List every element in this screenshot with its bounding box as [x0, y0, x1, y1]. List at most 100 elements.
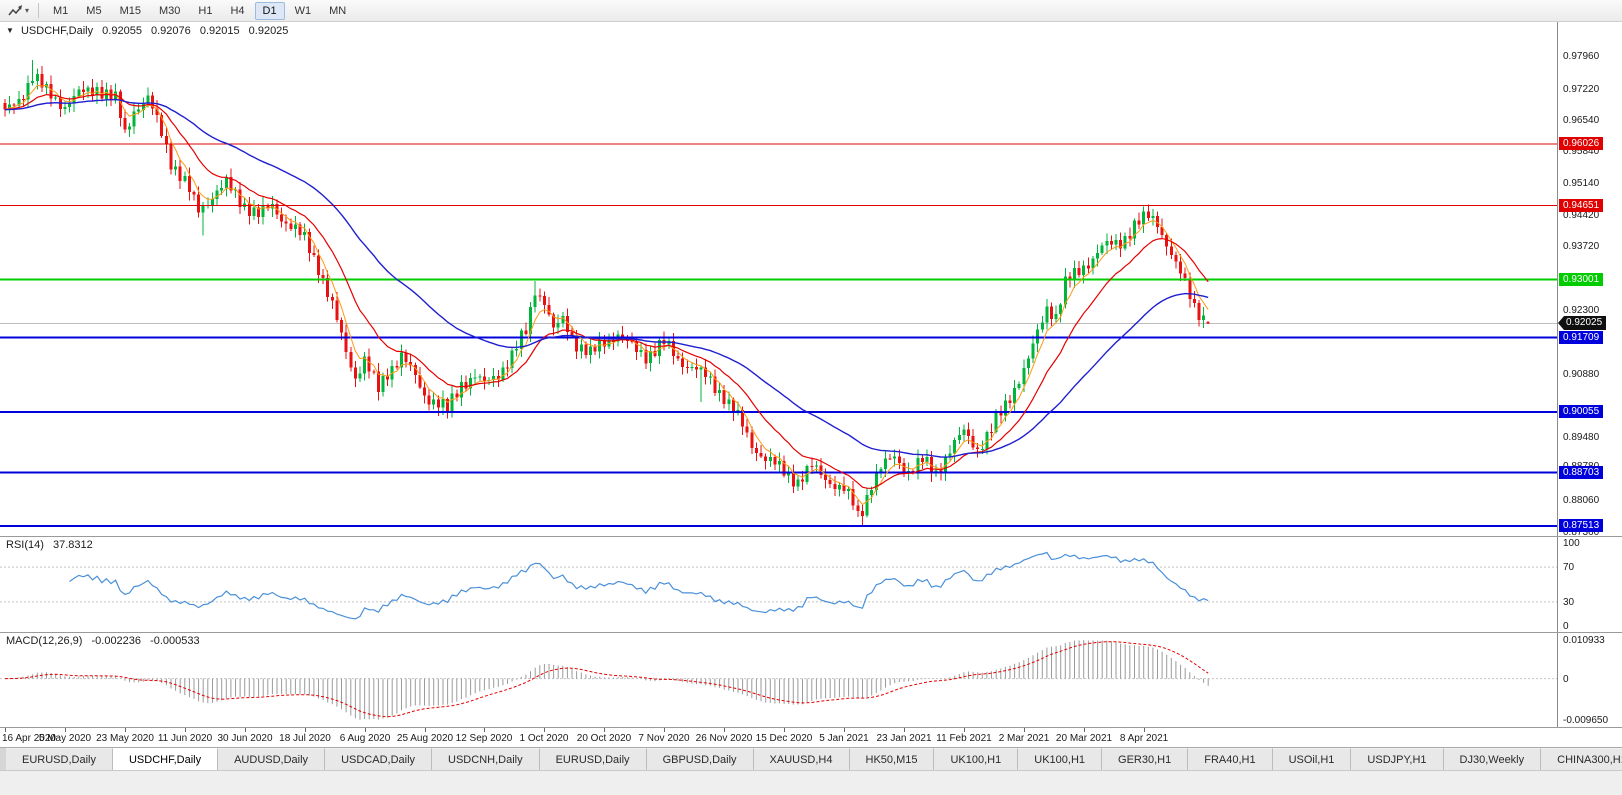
level-price-label: 0.87513 — [1559, 519, 1604, 532]
time-axis-tick — [65, 728, 66, 732]
macd-panel[interactable]: MACD(12,26,9) -0.002236 -0.000533 — [0, 633, 1557, 727]
time-axis-tick — [365, 728, 366, 732]
symbol-marker-icon: ▼ — [6, 26, 14, 35]
panel-divider — [0, 727, 1622, 728]
chart-tab-14[interactable]: USDJPY,H1 — [1351, 748, 1444, 770]
ohlc-info: ▼ USDCHF,Daily 0.92055 0.92076 0.92015 0… — [6, 25, 294, 37]
rsi-axis-label: 70 — [1563, 562, 1575, 573]
rsi-axis-label: 30 — [1563, 597, 1575, 608]
chart-tab-1[interactable]: USDCHF,Daily — [112, 748, 219, 770]
macd-axis-label: -0.009650 — [1563, 715, 1609, 726]
time-axis-label: 11 Jun 2020 — [157, 733, 213, 744]
timeframe-button-M5[interactable]: M5 — [86, 4, 102, 17]
price-axis-tick: 0.92300 — [1563, 305, 1600, 316]
timeframe-button-H1[interactable]: H1 — [198, 4, 213, 17]
time-axis-tick — [784, 728, 785, 732]
time-axis-label: 23 May 2020 — [96, 733, 154, 744]
time-axis-label: 20 Oct 2020 — [576, 733, 632, 744]
rsi-axis-label: 100 — [1563, 538, 1580, 549]
rsi-value: 37.8312 — [52, 539, 93, 551]
time-axis-tick — [1084, 728, 1085, 732]
price-axis-tick: 0.97960 — [1563, 51, 1600, 62]
rsi-plot — [0, 551, 1557, 620]
time-axis-label: 20 Mar 2021 — [1055, 733, 1113, 744]
time-axis-tick — [904, 728, 905, 732]
ohlc-close: 0.92025 — [248, 25, 289, 37]
ohlc-symbol: USDCHF,Daily — [20, 25, 94, 37]
time-axis-tick — [245, 728, 246, 732]
macd-axis-label: 0.010933 — [1563, 635, 1605, 646]
chart-tab-8[interactable]: HK50,M15 — [849, 748, 935, 770]
main-chart-canvas[interactable]: ▼ USDCHF,Daily 0.92055 0.92076 0.92015 0… — [0, 22, 1557, 536]
chart-tab-4[interactable]: USDCNH,Daily — [432, 748, 540, 770]
time-axis-tick — [844, 728, 845, 732]
timeframe-buttons: M1 M5 M15 M30 H1 H4 D1 W1 MN — [44, 1, 355, 20]
timeframe-button-H4[interactable]: H4 — [230, 4, 245, 17]
timeframe-button-W1[interactable]: W1 — [294, 4, 312, 17]
time-axis-label: 23 Jan 2021 — [876, 733, 932, 744]
time-axis-label: 25 Aug 2020 — [396, 733, 454, 744]
timeframe-button-M30[interactable]: M30 — [158, 4, 181, 17]
chart-tab-13[interactable]: USOil,H1 — [1272, 748, 1352, 770]
time-axis-tick — [604, 728, 605, 732]
macd-plot — [0, 640, 1557, 720]
price-axis-tick: 0.96540 — [1563, 115, 1600, 126]
time-axis-tick — [544, 728, 545, 732]
chart-tab-5[interactable]: EURUSD,Daily — [539, 748, 647, 770]
macd-title: MACD(12,26,9) — [6, 635, 83, 647]
time-axis-label: 16 Apr 2020 — [2, 733, 56, 744]
time-axis-label: 7 Nov 2020 — [638, 733, 690, 744]
price-axis-tick: 0.94420 — [1563, 210, 1600, 221]
time-axis-label: 1 Oct 2020 — [519, 733, 569, 744]
time-axis-tick — [724, 728, 725, 732]
timeframe-button-M15[interactable]: M15 — [119, 4, 141, 17]
price-axis-tick: 0.89480 — [1563, 432, 1600, 443]
timeframe-button-D1[interactable]: D1 — [254, 1, 285, 20]
chart-tab-15[interactable]: DJ30,Weekly — [1443, 748, 1542, 770]
time-axis-label: 18 Jul 2020 — [279, 733, 331, 744]
time-axis-tick — [484, 728, 485, 732]
macd-value-main: -0.002236 — [91, 635, 142, 647]
price-axis-tick: 0.88060 — [1563, 495, 1600, 506]
price-axis-tick: 0.90880 — [1563, 369, 1600, 380]
price-axis-tick: 0.93720 — [1563, 241, 1600, 252]
chart-tab-12[interactable]: FRA40,H1 — [1188, 748, 1273, 770]
macd-axis-label: 0 — [1563, 674, 1569, 685]
chart-tab-10[interactable]: UK100,H1 — [1018, 748, 1103, 770]
level-price-label: 0.91709 — [1559, 331, 1604, 344]
ohlc-low: 0.92015 — [199, 25, 240, 37]
chart-tab-3[interactable]: USDCAD,Daily — [325, 748, 433, 770]
price-axis-tick: 0.97220 — [1563, 84, 1600, 95]
timeframe-button-M1[interactable]: M1 — [53, 4, 69, 17]
chart-tab-7[interactable]: XAUUSD,H4 — [753, 748, 850, 770]
time-axis-tick — [964, 728, 965, 732]
chart-cursor-tool[interactable]: ▾ — [4, 2, 33, 20]
panel-divider — [0, 632, 1622, 633]
time-axis-label: 2 Mar 2021 — [998, 733, 1050, 744]
time-axis-label: 11 Feb 2021 — [936, 733, 992, 744]
time-axis[interactable]: 16 Apr 2020 5 May 2020 23 May 2020 11 Jun 2… — [0, 728, 1622, 747]
toolbar-separator — [38, 3, 40, 18]
ohlc-high: 0.92076 — [151, 25, 191, 37]
chart-tab-6[interactable]: GBPUSD,Daily — [646, 748, 754, 770]
time-axis-tick — [305, 728, 306, 732]
chart-tab-16[interactable]: CHINA300,H1 — [1541, 748, 1622, 770]
chart-tab-0[interactable]: EURUSD,Daily — [6, 748, 113, 770]
timeframe-button-MN[interactable]: MN — [329, 4, 347, 17]
chart-tab-9[interactable]: UK100,H1 — [934, 748, 1019, 770]
time-axis-label: 5 May 2020 — [38, 733, 92, 744]
rsi-title: RSI(14) — [6, 539, 44, 551]
chart-tab-11[interactable]: GER30,H1 — [1102, 748, 1189, 770]
time-axis-label: 12 Sep 2020 — [455, 733, 513, 744]
level-price-label: 0.93001 — [1559, 273, 1604, 286]
rsi-axis-label: 0 — [1563, 621, 1569, 632]
candlestick-plot — [0, 60, 1557, 527]
price-axis[interactable]: 0.97960 0.97220 0.96540 0.95840 0.95140 0.944… — [1557, 22, 1622, 727]
time-axis-tick — [425, 728, 426, 732]
rsi-panel[interactable]: RSI(14) 37.8312 — [0, 537, 1557, 632]
price-axis-tick: 0.95840 — [1563, 146, 1600, 157]
chart-tab-2[interactable]: AUDUSD,Daily — [218, 748, 326, 770]
panel-divider — [0, 536, 1622, 537]
rsi-label: RSI(14) 37.8312 — [6, 539, 99, 551]
